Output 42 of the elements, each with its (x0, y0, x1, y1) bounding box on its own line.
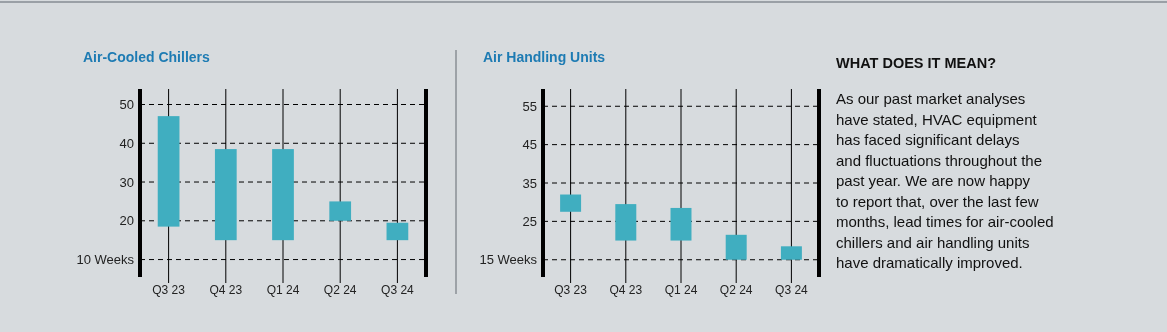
y-tick-label: 50 (119, 97, 134, 113)
bar (157, 116, 180, 227)
text: has faced significant delays (836, 131, 1020, 148)
text: WHAT DOES IT MEAN? (836, 55, 997, 71)
bar (272, 149, 294, 241)
text: As our past market analyses (836, 90, 1026, 107)
text: chillers and air handling units (836, 233, 1030, 251)
x-tick-label: Q3 23 (554, 283, 588, 297)
bar (560, 194, 582, 212)
y-tick-label: 40 (119, 135, 134, 151)
x-tick-label: Q4 23 (209, 283, 243, 297)
y-tick-label: 35 (522, 175, 537, 191)
x-tick-label: Q3 23 (152, 283, 186, 297)
x-tick-label: Q3 24 (381, 283, 415, 297)
chart-title: Air Handling Units (483, 49, 606, 65)
x-tick-label: Q1 24 (266, 283, 300, 297)
chart-title: Air-Cooled Chillers (83, 49, 211, 65)
text: and fluctuations throughout the (836, 151, 1042, 169)
x-tick-label: Q1 24 (664, 283, 698, 297)
bar (329, 201, 352, 221)
bar (615, 204, 637, 241)
text: months, lead times for air-cooled (836, 213, 1054, 230)
x-tick-label: Q4 23 (609, 283, 643, 297)
x-tick-label: Q2 24 (719, 283, 753, 297)
text: to report that, over the last few (836, 192, 1039, 210)
bar (386, 222, 409, 241)
y-tick-label: 30 (119, 174, 134, 190)
x-tick-label: Q3 24 (775, 283, 809, 297)
bar (670, 207, 692, 241)
bar (780, 246, 802, 260)
y-tick-label: 15 Weeks (479, 252, 538, 268)
bar (725, 234, 747, 260)
y-tick-label: 55 (522, 98, 537, 114)
x-tick-label: Q2 24 (323, 283, 357, 297)
text: have dramatically improved. (836, 254, 1023, 271)
y-tick-label: 25 (522, 213, 537, 229)
y-tick-label: 45 (522, 137, 537, 153)
text: have stated, HVAC equipment (836, 110, 1038, 128)
y-tick-label: 10 Weeks (76, 252, 135, 268)
text: past year. We are now happy (836, 172, 1031, 189)
y-tick-label: 20 (119, 213, 134, 229)
bar (214, 149, 237, 241)
